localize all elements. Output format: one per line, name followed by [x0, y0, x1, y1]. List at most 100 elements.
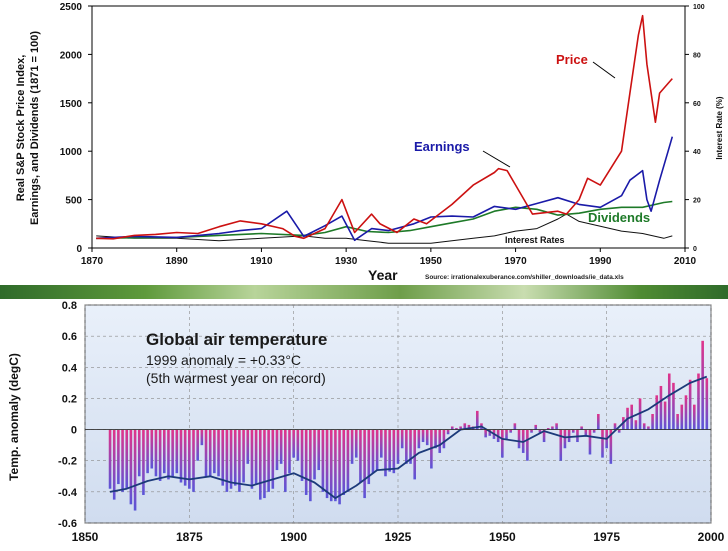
temp-bar [208, 429, 212, 477]
temp-bar [384, 429, 387, 477]
temp-bar [455, 428, 458, 430]
stock-x-tick-label: 1990 [589, 256, 612, 267]
temp-bar [196, 429, 199, 461]
stock-y-axis-label-line2: Earnings, and Dividends (1871 = 100) [29, 31, 41, 225]
stock-y-tick-label: 1500 [60, 99, 83, 110]
temp-bar [263, 429, 266, 499]
stock-y-axis-label: Real S&P Stock Price Index, Earnings, an… [15, 31, 41, 225]
temp-bar [354, 429, 358, 458]
stock-x-tick-label: 1930 [335, 256, 358, 267]
temp-bar [467, 424, 471, 430]
temp-bar [179, 429, 183, 483]
stock-y2-axis-label: Interest Rate (%) [715, 96, 724, 159]
annotation-line3: (5th warmest year on record) [146, 370, 326, 386]
temp-bar [254, 429, 258, 485]
temp-bar [329, 429, 333, 502]
temp-bar [271, 429, 275, 489]
temp-bar [380, 429, 383, 458]
temp-bar [288, 429, 291, 474]
stock-x-tick-label: 1890 [166, 256, 189, 267]
temp-bar [142, 429, 145, 495]
temp-y-tick-label: -0.4 [58, 487, 78, 499]
temperature-y-axis-label: Temp. anomaly (degC) [7, 353, 21, 481]
temp-y-tick-label: -0.6 [58, 518, 77, 530]
temp-bar [275, 429, 279, 471]
temp-bar [559, 429, 563, 461]
temp-bar [188, 429, 191, 489]
temp-bar [233, 429, 237, 486]
series-line-interest-rates [96, 213, 673, 244]
temp-bar [613, 423, 617, 430]
temp-bar [292, 429, 295, 458]
temp-bar [592, 429, 596, 433]
temp-bar [167, 429, 170, 480]
temp-y-tick-label: 0 [71, 425, 77, 437]
temp-bar [459, 426, 462, 430]
temp-bar [163, 429, 166, 474]
legend-interest-rates: Interest Rates [505, 235, 565, 245]
temp-bar [680, 404, 684, 430]
temp-bar [346, 429, 350, 492]
temp-bar [688, 379, 692, 430]
temp-bar [363, 429, 366, 499]
temp-y-tick-label: 0.2 [62, 393, 77, 405]
stock-y2-tick-label: 20 [693, 198, 701, 205]
temp-bar [505, 429, 508, 439]
temp-bar [697, 373, 700, 430]
temperature-chart-panel: 0.8 0.6 0.4 0.2 0 -0.2 -0.4 -0.6 1850 1875 1900 192… [0, 299, 728, 546]
temp-bar [325, 429, 329, 499]
temp-bar [334, 429, 337, 502]
stock-y-tick-label: 1000 [60, 147, 83, 158]
temperature-annotation: Global air temperature 1999 anomaly = +0… [146, 330, 327, 386]
temp-y-tick-label: 0.6 [62, 331, 77, 343]
temp-bar [229, 429, 233, 489]
temp-x-tick-label: 1925 [385, 530, 412, 544]
temp-bar [338, 429, 341, 505]
temp-bar [421, 429, 425, 443]
temp-bar [388, 429, 391, 472]
temp-bar [446, 429, 450, 435]
stock-y-axis-label-line1: Real S&P Stock Price Index, [15, 55, 27, 202]
temp-bar [425, 429, 429, 446]
temp-bar [154, 429, 158, 477]
temp-bar [146, 429, 149, 474]
temp-bar [359, 429, 362, 483]
temp-bar [609, 429, 613, 464]
temp-bar [321, 429, 325, 492]
temp-bar [476, 410, 479, 430]
temp-bar [442, 429, 446, 449]
temp-bar [171, 429, 174, 477]
temp-bar [705, 378, 709, 430]
legend-earnings: Earnings [414, 139, 470, 154]
temp-bar [580, 426, 583, 430]
temp-bar [546, 428, 550, 430]
temp-bar [542, 429, 546, 443]
stock-y2-tick-label: 60 [693, 101, 701, 108]
stock-chart: 1870 1890 1910 1930 1950 1970 1990 201005001000… [15, 2, 724, 283]
stock-x-tick-label: 1970 [504, 256, 527, 267]
temp-bar [284, 429, 287, 492]
stock-x-tick-label: 1950 [420, 256, 443, 267]
temp-x-tick-label: 1950 [489, 530, 516, 544]
temp-bar [225, 429, 229, 492]
temp-bar [450, 426, 454, 430]
annotation-title: Global air temperature [146, 330, 327, 349]
temp-bar [175, 429, 179, 474]
temp-bar [300, 429, 304, 481]
temp-bar [584, 429, 588, 436]
temp-bar [526, 429, 529, 461]
temp-bar [313, 429, 316, 480]
temp-bar [125, 429, 129, 489]
temp-bar [651, 414, 654, 430]
series-line-dividends [96, 200, 673, 240]
temp-bar [409, 429, 412, 464]
stock-x-axis-label: Year [368, 267, 398, 283]
temp-bar [217, 429, 220, 477]
temp-bar [663, 401, 667, 430]
temp-bar [192, 429, 195, 492]
temp-bar [438, 429, 442, 453]
temp-bar [250, 429, 254, 489]
temp-bar [158, 429, 162, 481]
stock-y-tick-label: 2500 [60, 2, 83, 13]
